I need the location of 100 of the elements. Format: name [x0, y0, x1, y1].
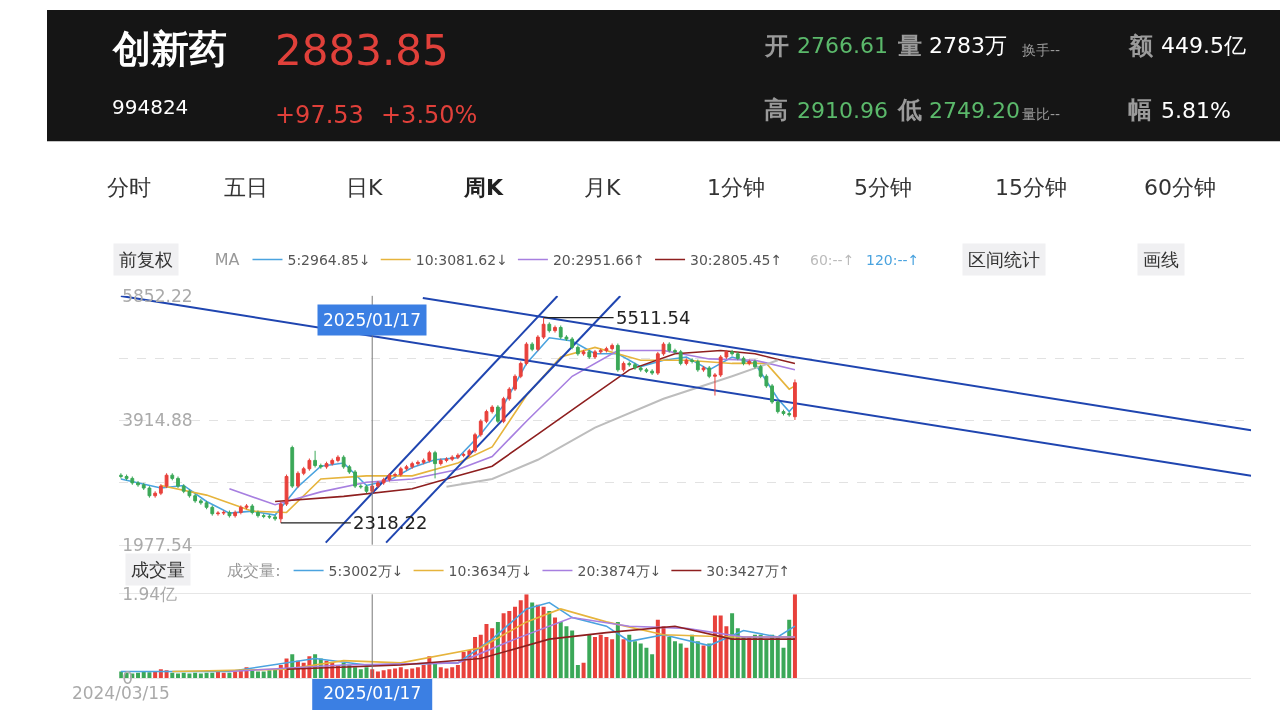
bar [730, 613, 735, 678]
legend-label: 10:3081.62↓ [415, 251, 508, 268]
bar [393, 668, 398, 678]
bar [136, 672, 141, 678]
bar [701, 645, 706, 678]
candlestick [610, 343, 615, 352]
text: 换手-- [1022, 42, 1061, 58]
bar [621, 639, 626, 678]
bar [610, 639, 615, 678]
candlestick [198, 498, 203, 506]
candlestick [701, 365, 706, 373]
candlestick [158, 483, 163, 496]
candlestick [216, 510, 220, 517]
candlestick [221, 510, 226, 516]
candlestick [416, 459, 420, 467]
bar [615, 621, 620, 678]
bar [176, 673, 180, 678]
text: 5.81% [1161, 98, 1231, 123]
bar [632, 641, 637, 678]
candlestick [581, 349, 586, 357]
bar [255, 671, 260, 678]
bar [198, 673, 203, 678]
bar [792, 594, 797, 678]
candlestick [633, 362, 637, 371]
text: 低 [897, 96, 922, 124]
candlestick [336, 454, 340, 463]
text: 120:--↑ [866, 252, 920, 268]
candlestick [136, 480, 140, 488]
text: 月K [584, 175, 621, 200]
bar [593, 636, 597, 678]
text: 周K [463, 175, 504, 200]
candlestick [393, 472, 397, 478]
text: +97.53 [275, 101, 364, 129]
candlestick [256, 510, 260, 519]
candlestick [170, 472, 175, 481]
text: 幅 [1128, 96, 1152, 124]
candlestick [684, 357, 689, 366]
candlestick [318, 463, 323, 470]
candlestick [615, 343, 620, 373]
text: 高 [764, 96, 788, 124]
candlestick [530, 341, 535, 352]
candlestick [353, 469, 357, 489]
y-tick-label: 1977.54 [122, 534, 193, 555]
bar [587, 634, 592, 678]
line-series [228, 616, 796, 673]
candlestick [747, 359, 752, 366]
text: 五日 [224, 175, 268, 200]
candlestick [193, 493, 198, 504]
candlestick [227, 510, 232, 519]
bar [433, 662, 438, 678]
text: 2783万 [929, 33, 1007, 58]
candlestick [153, 490, 158, 499]
candlestick [513, 373, 517, 392]
candlestick [553, 325, 557, 334]
legend-title: 成交量: [227, 560, 281, 580]
legend-title: MA [214, 249, 240, 269]
bar [678, 643, 683, 678]
bar [570, 630, 575, 678]
bar [575, 664, 580, 678]
text: 994824 [112, 95, 189, 119]
candlestick [770, 383, 774, 405]
text: +3.50% [381, 101, 478, 129]
candlestick [541, 317, 546, 340]
bar [661, 626, 666, 678]
text: 额 [1128, 32, 1154, 60]
candlestick [456, 452, 460, 460]
bar [375, 671, 380, 678]
bar [712, 615, 717, 678]
y-tick-label: 3914.88 [122, 410, 193, 431]
y-tick-label: 1.94亿 [122, 584, 178, 605]
text: 创新药 [112, 27, 227, 71]
text: 前复权 [119, 249, 173, 270]
candlestick [296, 470, 300, 489]
candlestick [547, 321, 552, 334]
bar [667, 636, 672, 678]
candlestick [473, 432, 477, 454]
text: 2766.61 [797, 33, 888, 58]
legend-label: 5:2964.85↓ [287, 251, 371, 268]
candlestick [593, 349, 597, 360]
bar [650, 654, 655, 678]
candlestick [376, 480, 380, 489]
candlestick [650, 368, 655, 376]
bar [690, 634, 695, 678]
candlestick [753, 359, 757, 370]
bar [415, 667, 420, 678]
candlestick [713, 372, 717, 397]
bar [553, 617, 558, 678]
candlestick [627, 360, 632, 368]
candlestick [164, 472, 169, 489]
bar [193, 672, 198, 678]
candlestick [621, 360, 626, 373]
bar [541, 606, 546, 678]
candlestick [496, 404, 500, 424]
candlestick [575, 344, 580, 357]
bar [530, 602, 535, 678]
legend-label: 20:2951.66↑ [552, 251, 646, 268]
text: 449.5亿 [1161, 33, 1246, 58]
y-tick-label: 5852.22 [122, 285, 193, 306]
text: 5分钟 [854, 175, 912, 200]
candlestick [250, 503, 255, 515]
